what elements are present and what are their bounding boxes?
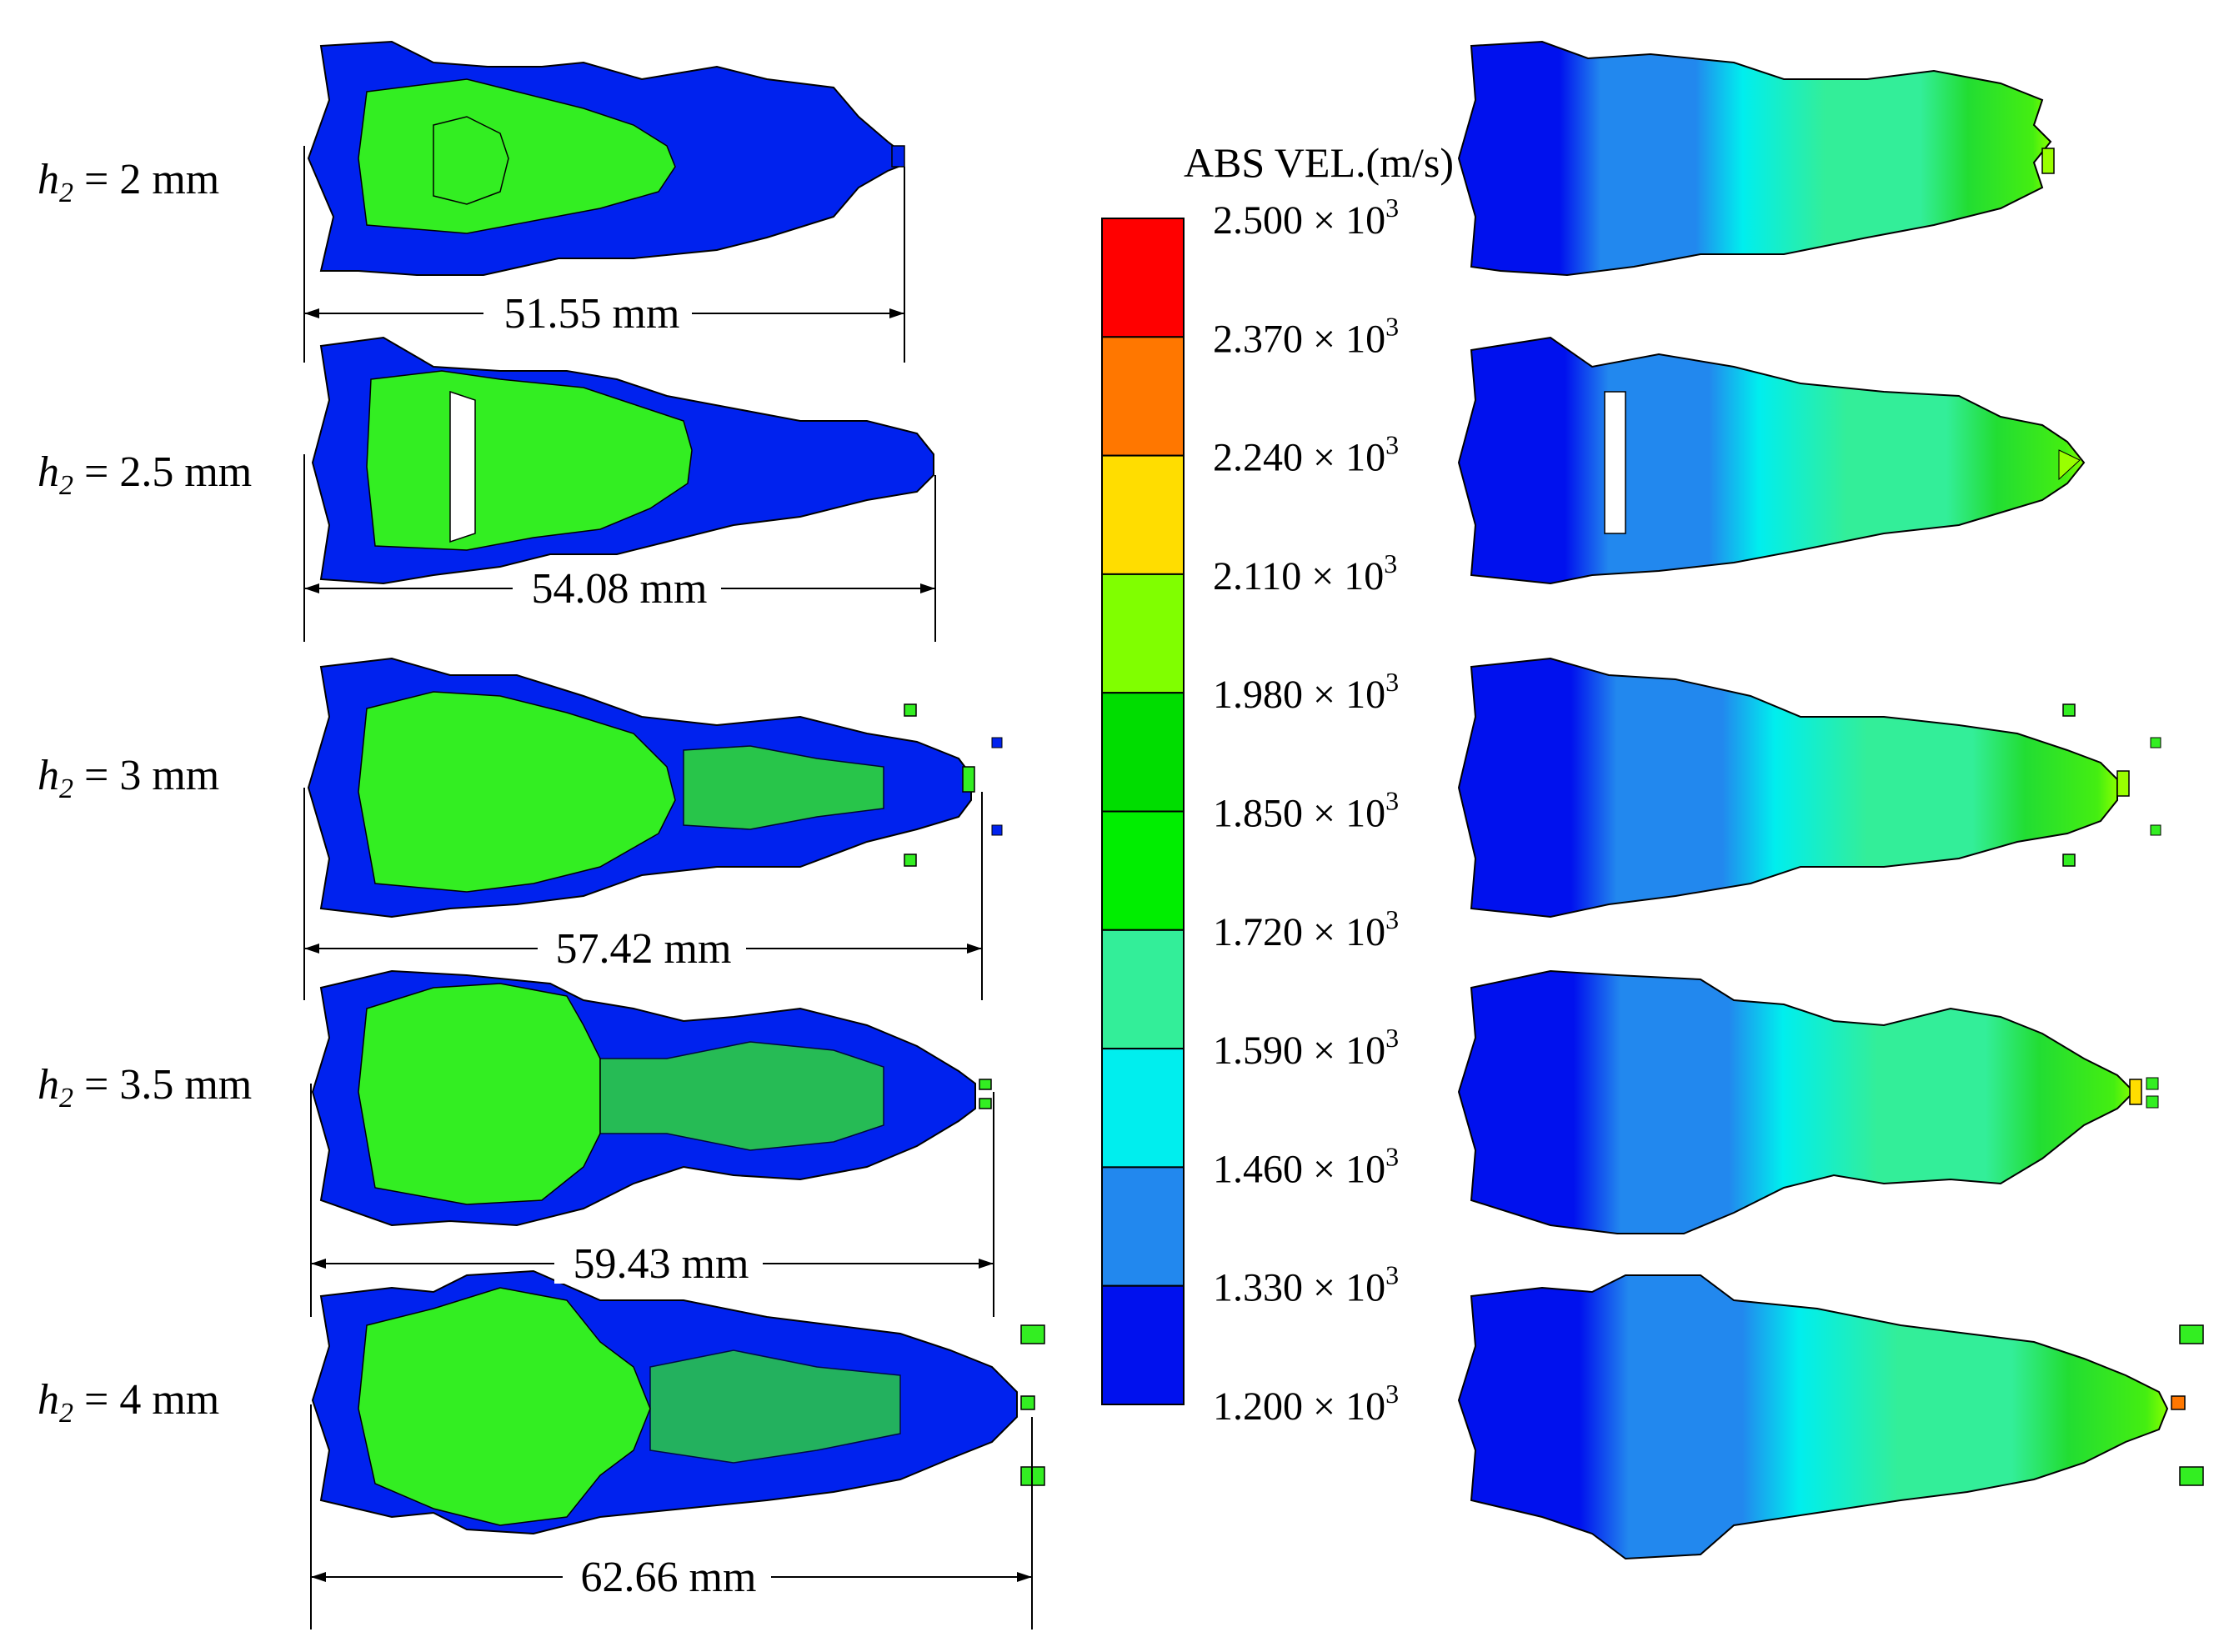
legend-band bbox=[1101, 810, 1185, 931]
dim-length-2: 54.08 mm bbox=[532, 565, 708, 613]
jet-shape-row-3 bbox=[307, 657, 1003, 919]
svg-text:h2 = 4 mm: h2 = 4 mm bbox=[38, 1376, 219, 1429]
legend-band bbox=[1101, 1048, 1185, 1169]
legend-band bbox=[1101, 573, 1185, 694]
velocity-shape-row-2 bbox=[1457, 336, 2086, 585]
legend-tick-label: 1.850 × 103 bbox=[1213, 786, 1399, 836]
legend-band bbox=[1101, 336, 1185, 457]
jet-shape-row-1 bbox=[307, 40, 905, 276]
legend-tick-labels: 2.500 × 103 2.370 × 103 2.240 × 103 2.110 ×… bbox=[1213, 193, 1399, 1429]
case-label-2: h2 = 2.5 mm bbox=[38, 448, 252, 501]
legend-tick-label: 2.110 × 103 bbox=[1213, 548, 1397, 598]
svg-text:h2 = 2.5 mm: h2 = 2.5 mm bbox=[38, 448, 252, 501]
legend-band bbox=[1101, 692, 1185, 813]
legend-title: ABS VEL.(m/s) bbox=[1184, 139, 1454, 186]
svg-text:h2 = 3 mm: h2 = 3 mm bbox=[38, 752, 219, 804]
dim-length-4: 59.43 mm bbox=[574, 1240, 749, 1288]
case-label-5: h2 = 4 mm bbox=[38, 1376, 219, 1429]
dim-length-3: 57.42 mm bbox=[556, 925, 732, 973]
legend-tick-label: 2.370 × 103 bbox=[1213, 311, 1399, 361]
case-label-1: h2 = 2 mm bbox=[38, 156, 219, 208]
legend-band bbox=[1101, 929, 1185, 1050]
velocity-shape-row-5 bbox=[1457, 1274, 2204, 1560]
legend-tick-label: 1.980 × 103 bbox=[1213, 667, 1399, 717]
velocity-shape-row-3 bbox=[1457, 657, 2161, 919]
legend-tick-label: 1.200 × 103 bbox=[1213, 1379, 1399, 1429]
dim-length-1: 51.55 mm bbox=[504, 290, 680, 338]
legend-band bbox=[1101, 218, 1185, 338]
jet-shape-row-2 bbox=[311, 336, 934, 585]
velocity-shape-row-1 bbox=[1457, 40, 2055, 277]
case-label-4: h2 = 3.5 mm bbox=[38, 1061, 252, 1114]
legend-band bbox=[1101, 454, 1185, 575]
dim-length-5: 62.66 mm bbox=[581, 1554, 757, 1601]
svg-text:h2 = 3.5 mm: h2 = 3.5 mm bbox=[38, 1061, 252, 1114]
svg-text:h2 = 2 mm: h2 = 2 mm bbox=[38, 156, 219, 208]
jet-shape-row-4 bbox=[311, 969, 992, 1227]
legend-band bbox=[1101, 1166, 1185, 1287]
legend-tick-label: 1.720 × 103 bbox=[1213, 904, 1399, 954]
legend-tick-label: 1.590 × 103 bbox=[1213, 1023, 1399, 1073]
legend-tick-label: 2.240 × 103 bbox=[1213, 430, 1399, 480]
legend-tick-label: 2.500 × 103 bbox=[1213, 193, 1399, 243]
legend-tick-label: 1.330 × 103 bbox=[1213, 1260, 1399, 1310]
velocity-shape-row-4 bbox=[1457, 969, 2159, 1234]
jet-shape-row-5 bbox=[311, 1269, 1045, 1535]
case-label-3: h2 = 3 mm bbox=[38, 752, 219, 804]
legend-tick-label: 1.460 × 103 bbox=[1213, 1141, 1399, 1191]
legend-colorbar bbox=[1101, 218, 1185, 1405]
legend-band bbox=[1101, 1284, 1185, 1405]
